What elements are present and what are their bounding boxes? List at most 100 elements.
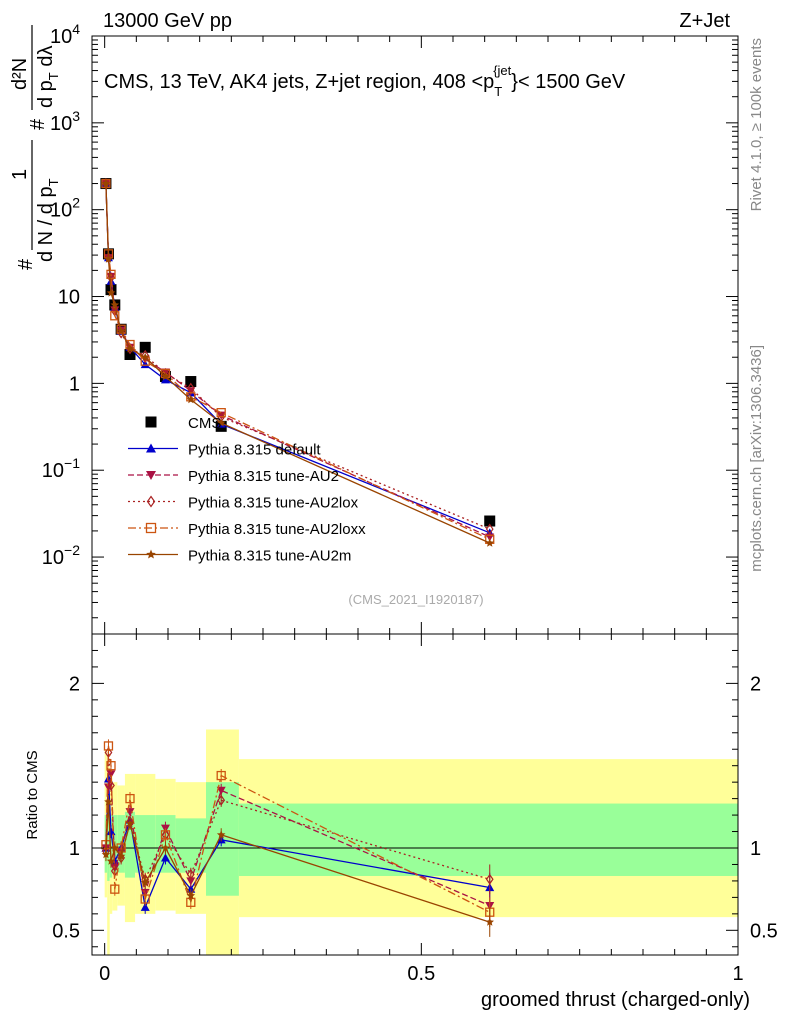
ratio-axes: 0.5 0.5 1 1 2 2 0 0.5 1 <box>52 633 778 985</box>
ytick-base: 10 <box>58 287 80 309</box>
ratio-series <box>101 739 495 937</box>
band-green-10 <box>238 803 738 876</box>
ratio-ylabel: Ratio to CMS <box>24 750 41 839</box>
ratio-border <box>91 633 739 956</box>
ylabel-den2-text: d p <box>35 80 57 108</box>
ytick-base: 10 <box>42 460 64 482</box>
ytick-exp: 3 <box>72 108 80 124</box>
ylabel-hash-2: # <box>27 118 49 130</box>
point-s5-10 <box>485 538 494 547</box>
legend-marker-1 <box>146 443 156 453</box>
ratio-point-4-3 <box>110 843 120 852</box>
point-s5-6 <box>140 352 150 361</box>
ratio-point-4-5 <box>125 818 135 827</box>
point-s2-2 <box>106 272 116 282</box>
plot-title-tail: }< 1500 GeV <box>511 71 626 93</box>
ylabel-one: 1 <box>9 169 31 180</box>
main-plot-frame <box>92 36 738 634</box>
legend-label-2: Pythia 8.315 tune-AU2 <box>188 468 339 485</box>
ylabel-den2: d pT dλ <box>35 46 61 108</box>
ytick-exp: 2 <box>72 195 80 211</box>
ratio-point-4-1 <box>104 797 113 806</box>
legend-label-3: Pythia 8.315 tune-AU2lox <box>188 495 359 512</box>
point-s0-6 <box>139 341 151 353</box>
ytick-base: 1 <box>69 373 80 395</box>
point-s5-7 <box>161 372 170 381</box>
point-s2-3 <box>110 306 120 315</box>
ratio-point-2-9 <box>217 794 226 806</box>
ylabel-den-sub: T <box>46 178 61 186</box>
legend-label-0: CMS <box>188 415 221 432</box>
ratio-ytick-label-right-1: 1 <box>750 838 761 860</box>
ylabel-den2-sub: T <box>46 72 61 80</box>
ratio-bands <box>92 729 738 955</box>
point-s4-3 <box>110 311 120 321</box>
ratio-line-3 <box>105 745 490 913</box>
point-s3-2 <box>107 272 115 284</box>
band-green-5 <box>124 811 136 878</box>
main-ylabel: # 1 d N / d pT # d²N d pT dλ <box>9 25 61 270</box>
ratio-point-2-10 <box>485 873 494 885</box>
ytick-label-4: 102 <box>50 195 80 222</box>
legend-marker-3 <box>146 495 156 508</box>
band-green-6 <box>135 815 156 873</box>
plot-title-main: CMS, 13 TeV, AK4 jets, Z+jet region, 408… <box>104 71 494 93</box>
ratio-point-0-6 <box>140 902 150 911</box>
band-green-1 <box>107 806 110 881</box>
ratio-point-0-7 <box>160 853 170 862</box>
point-s0-8 <box>185 376 197 388</box>
ratio-point-4-9 <box>216 830 226 839</box>
point-s5-3 <box>110 300 120 309</box>
header-right-label: Z+Jet <box>679 10 730 32</box>
ratio-point-2-2 <box>107 779 115 791</box>
plot-title: CMS, 13 TeV, AK4 jets, Z+jet region, 408… <box>104 63 626 99</box>
ratio-point-3-3 <box>110 884 120 894</box>
ratio-point-4-8 <box>186 891 196 900</box>
ytick-label-1: 10−1 <box>42 455 80 482</box>
rivet-label: Rivet 4.1.0, ≥ 100k events <box>748 38 765 211</box>
ratio-point-3-2 <box>106 761 116 771</box>
ytick-label-0: 10−2 <box>42 542 80 569</box>
ratio-point-1-8 <box>186 877 196 886</box>
point-s5-0 <box>101 179 111 188</box>
series-line-3 <box>105 183 490 530</box>
ylabel-hash-1: # <box>15 258 37 270</box>
point-s2-9 <box>216 411 226 420</box>
point-s0-5 <box>124 348 136 360</box>
ytick-exp: −2 <box>64 542 80 558</box>
ratio-point-4-2 <box>106 856 116 865</box>
main-plot-area <box>92 36 738 634</box>
ytick-base: 10 <box>50 26 72 48</box>
legend-marker-2 <box>146 471 156 480</box>
point-s5-2 <box>106 288 116 297</box>
ratio-point-3-7 <box>160 830 171 840</box>
mcplots-label: mcplots.cern.ch [arXiv:1306.3436] <box>748 345 765 572</box>
plot-title-sup: {jet <box>493 63 511 78</box>
point-s0-10 <box>484 515 496 527</box>
point-s5-1 <box>104 254 113 263</box>
ratio-ytick-label-right-0: 0.5 <box>750 920 778 942</box>
legend-label-1: Pythia 8.315 default <box>188 442 321 459</box>
point-s5-4 <box>116 326 126 335</box>
ytick-base: 10 <box>42 547 64 569</box>
point-s4-2 <box>106 269 116 280</box>
point-s5-9 <box>216 418 226 427</box>
band-green-8 <box>175 818 206 873</box>
main-plot-series <box>100 177 496 547</box>
ratio-point-3-9 <box>216 770 226 781</box>
ylabel-den: d N / d pT <box>35 178 61 262</box>
ratio-point-2-8 <box>186 868 195 880</box>
legend-label-4: Pythia 8.315 tune-AU2loxx <box>188 521 366 538</box>
ytick-label-3: 10 <box>58 287 80 309</box>
ytick-exp: −1 <box>64 455 80 471</box>
ratio-point-4-6 <box>140 878 150 887</box>
ylabel-den-text: d N / d p <box>35 186 57 262</box>
ylabel-den2-tail: dλ <box>35 46 57 73</box>
ratio-point-4-0 <box>101 850 111 859</box>
ratio-point-3-1 <box>103 741 114 751</box>
ratio-ytick-label-left-0: 0.5 <box>52 920 80 942</box>
ytick-label-5: 103 <box>50 108 80 135</box>
point-s1-6 <box>140 359 150 369</box>
ytick-label-2: 1 <box>69 373 80 395</box>
